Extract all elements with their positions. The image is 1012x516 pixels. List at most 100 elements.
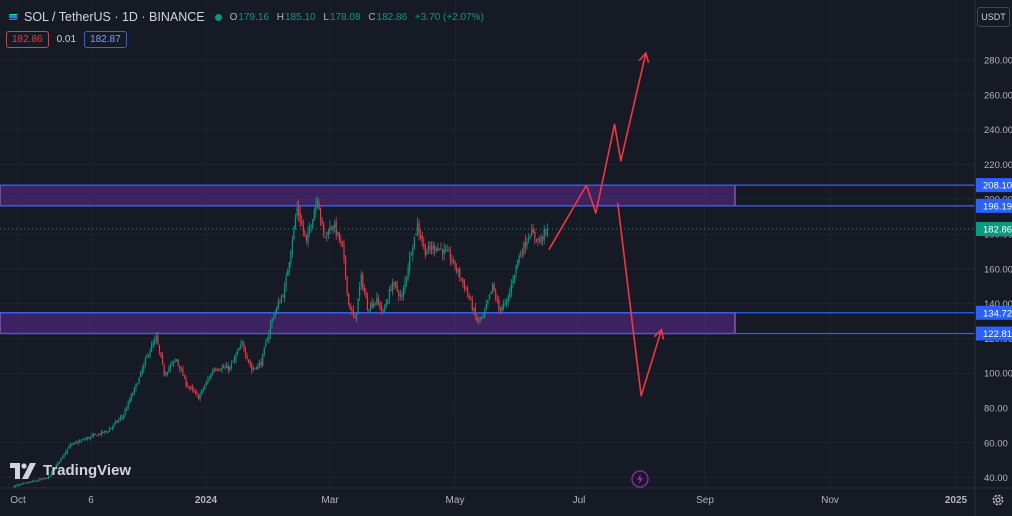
candle-body	[210, 373, 212, 379]
candle-body	[352, 309, 354, 316]
candle-body	[531, 229, 533, 237]
candle-body	[147, 354, 150, 356]
candle-body	[290, 251, 292, 264]
candle-body	[430, 247, 433, 250]
symbol-title[interactable]: SOL / TetherUS · 1D · BINANCE	[24, 10, 205, 24]
candle-body	[443, 248, 445, 255]
sell-price-button[interactable]: 182.86	[6, 31, 49, 48]
open-label: O	[229, 11, 238, 23]
candle-body	[75, 442, 78, 444]
buy-price-button[interactable]: 182.87	[84, 31, 127, 48]
candle-body	[366, 297, 369, 311]
y-tick-label: 240.00	[984, 125, 1012, 136]
candle-body	[410, 253, 412, 255]
bearish-path-arrow	[616, 202, 663, 397]
candle-body	[274, 312, 276, 317]
candle-body	[39, 479, 42, 481]
candle-body	[168, 368, 170, 372]
candle-body	[91, 435, 93, 437]
candle-body	[265, 342, 267, 348]
change-value: +3.70 (+2.07%)	[414, 11, 484, 23]
candle-body	[201, 390, 203, 394]
candle-body	[304, 230, 306, 236]
candle-body	[19, 484, 21, 486]
price-tag-label: 196.19	[983, 201, 1012, 212]
candle-body	[424, 244, 426, 256]
candle-body	[176, 359, 178, 362]
candle-body	[299, 212, 301, 222]
high-value: 185.10	[285, 11, 316, 23]
candle-body	[124, 410, 126, 416]
price-tag-label: 182.86	[983, 225, 1012, 236]
candle-body	[135, 384, 137, 389]
candle-body	[44, 477, 46, 479]
currency-button[interactable]: USDT	[977, 7, 1010, 27]
candle-body	[369, 303, 372, 309]
open-value: 179.16	[238, 11, 269, 23]
candle-body	[474, 307, 476, 316]
price-tag-bg	[976, 222, 1012, 237]
candle-body	[324, 236, 326, 238]
candle-body	[285, 276, 287, 287]
candle-body	[157, 335, 159, 345]
candle-body	[166, 371, 168, 375]
candle-body	[435, 249, 437, 251]
candle-body	[335, 221, 337, 235]
flash-icon[interactable]	[631, 470, 649, 488]
candle-body	[487, 300, 489, 304]
candle-body	[315, 203, 317, 211]
candle-body	[252, 368, 254, 370]
candle-body	[502, 304, 505, 309]
candle-body	[77, 442, 79, 444]
candle-body	[510, 284, 512, 292]
candle-body	[244, 349, 247, 355]
candle-body	[191, 386, 193, 390]
candle-body	[484, 310, 486, 317]
candle-body	[526, 241, 528, 247]
candle-body	[409, 255, 411, 270]
candle-body	[287, 270, 289, 276]
candle-body	[457, 269, 459, 272]
resistance-zone	[0, 184, 736, 207]
candle-body	[282, 296, 284, 298]
candle-body	[387, 300, 389, 305]
candle-body	[251, 365, 253, 371]
candle-body	[543, 229, 545, 241]
price-tag-bg	[976, 326, 1012, 341]
candle-body	[126, 408, 128, 412]
candle-body	[415, 233, 417, 235]
candle-body	[149, 350, 151, 356]
candle-body	[471, 299, 473, 310]
candle-body	[498, 299, 500, 309]
candle-body	[507, 295, 509, 302]
candle-body	[446, 249, 448, 251]
candle-body	[512, 280, 514, 284]
high-label: H	[276, 11, 284, 23]
candle-body	[187, 384, 189, 387]
candle-body	[133, 387, 136, 393]
candle-body	[212, 371, 214, 374]
candle-body	[46, 477, 48, 479]
candle-body	[14, 485, 17, 488]
candle-body	[151, 344, 153, 352]
bullish-path-arrow	[548, 52, 647, 251]
candle-body	[506, 301, 508, 304]
candle-body	[238, 348, 240, 351]
candle-body	[423, 242, 425, 245]
candle-body	[401, 295, 403, 297]
candle-body	[460, 278, 462, 280]
candle-body	[473, 308, 475, 311]
x-tick-label: Nov	[821, 495, 839, 506]
candle-body	[193, 389, 195, 392]
price-tag-label: 208.10	[983, 181, 1012, 192]
gear-icon[interactable]	[991, 493, 1005, 507]
candle-body	[520, 254, 522, 257]
candle-body	[359, 286, 361, 297]
candle-body	[399, 294, 401, 296]
candle-body	[329, 226, 331, 234]
candle-body	[130, 395, 132, 401]
candle-body	[249, 361, 251, 366]
